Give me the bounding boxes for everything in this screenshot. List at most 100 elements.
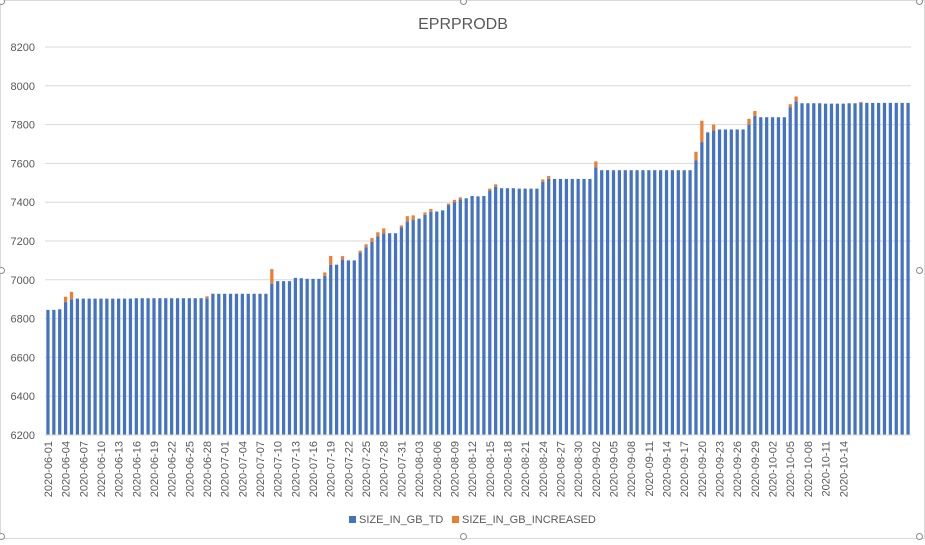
bar-size-td (700, 142, 704, 435)
bar-size-td (382, 233, 386, 435)
bar-size-td (476, 196, 480, 435)
bar-size-td (211, 293, 215, 435)
bar-size-increased (423, 212, 427, 215)
bar-size-td (199, 298, 203, 435)
resize-handle-top-left[interactable] (0, 0, 5, 5)
bar-size-td (58, 309, 62, 435)
bar-size-td (659, 170, 663, 435)
bar-size-increased (411, 215, 415, 220)
x-tick-label: 2020-06-04 (61, 441, 73, 497)
bar-size-td (158, 298, 162, 435)
bar-size-td (841, 103, 845, 435)
resize-handle-left[interactable] (0, 267, 5, 274)
bar-size-td (46, 309, 50, 435)
bar-size-td (69, 299, 74, 435)
y-axis-tick-labels: 6200 6400 6600 6800 7000 7200 7400 7600 7800 8000… (11, 42, 35, 442)
x-tick-label: 2020-08-06 (432, 441, 444, 497)
bar-size-td (547, 178, 551, 436)
bar-size-td (134, 298, 138, 435)
resize-handle-top-right[interactable] (916, 0, 923, 5)
x-tick-label: 2020-07-13 (290, 441, 302, 497)
bar-size-td (806, 103, 810, 435)
bar-size-td (729, 129, 733, 435)
bar-size-increased (541, 179, 545, 182)
bar-size-td (388, 233, 392, 435)
bar-size-td (146, 298, 150, 435)
legend-swatch-size-increased (452, 516, 459, 523)
bar-size-td (87, 298, 91, 435)
x-tick-label: 2020-10-05 (785, 441, 797, 497)
bar-size-td (52, 309, 56, 435)
bar-size-increased (488, 188, 492, 191)
bar-size-td (517, 188, 521, 435)
bar-size-td (823, 103, 828, 435)
x-tick-label: 2020-06-22 (167, 441, 179, 497)
bar-size-td (470, 195, 474, 435)
bar-size-td (712, 130, 716, 436)
x-tick-label: 2020-10-11 (821, 441, 833, 496)
bar-size-td (647, 170, 651, 435)
bar-size-td (193, 298, 197, 435)
bar-size-td (270, 283, 274, 435)
bar-size-td (99, 298, 103, 435)
bar-size-td (293, 277, 297, 435)
bar-size-td (682, 170, 686, 435)
bar-size-td (871, 102, 875, 435)
bar-size-increased (69, 291, 74, 300)
resize-handle-right[interactable] (916, 267, 923, 274)
legend-swatch-size-td (349, 516, 356, 523)
bar-size-increased (494, 184, 498, 187)
bar-size-td (629, 170, 633, 435)
x-tick-label: 2020-06-10 (96, 441, 108, 497)
bar-size-increased (405, 216, 409, 222)
y-tick-label: 7400 (11, 197, 35, 209)
bar-size-td (281, 281, 286, 435)
bar-size-td (694, 160, 698, 436)
bar-size-td (735, 129, 739, 435)
bar-size-increased (205, 296, 209, 299)
bar-size-increased (382, 228, 386, 234)
chart-title: EPRPRODB (418, 16, 508, 33)
bar-size-td (105, 298, 109, 435)
y-tick-label: 8200 (11, 42, 35, 54)
bar-size-td (458, 199, 462, 435)
bar-size-td (529, 188, 533, 435)
bar-size-increased (364, 244, 368, 248)
bar-size-increased (63, 296, 68, 303)
bar-size-td (329, 264, 333, 435)
resize-handle-top[interactable] (460, 0, 467, 5)
x-tick-label: 2020-09-11 (644, 441, 656, 496)
bar-size-increased (712, 124, 716, 131)
bar-size-td (611, 170, 616, 435)
x-tick-label: 2020-08-03 (414, 441, 426, 497)
bar-size-td (800, 103, 804, 435)
bar-size-td (576, 178, 580, 436)
bar-size-increased (399, 225, 404, 228)
bar-size-td (170, 298, 174, 435)
bar-size-td (411, 219, 415, 435)
bar-size-td (818, 103, 822, 435)
bar-size-increased (376, 232, 380, 237)
bar-size-td (670, 170, 675, 435)
bar-size-td (594, 167, 598, 435)
bar-size-td (788, 107, 792, 435)
bar-size-td (234, 293, 239, 435)
bars (45, 96, 911, 436)
bar-size-td (429, 211, 433, 435)
bar-size-increased (370, 238, 374, 242)
x-tick-label: 2020-07-25 (361, 441, 373, 497)
bar-size-increased (429, 208, 433, 212)
bar-size-td (252, 293, 256, 435)
bar-size-td (334, 264, 339, 435)
bar-size-increased (547, 176, 551, 179)
bar-size-td (340, 259, 345, 435)
x-tick-label: 2020-10-14 (838, 441, 850, 497)
bar-size-td (706, 132, 710, 436)
bar-size-td (111, 298, 115, 435)
bar-size-td (859, 102, 863, 435)
x-tick-label: 2020-07-16 (308, 441, 320, 497)
bar-size-td (600, 170, 604, 435)
bar-size-increased (859, 101, 863, 103)
x-tick-label: 2020-07-01 (220, 441, 232, 497)
